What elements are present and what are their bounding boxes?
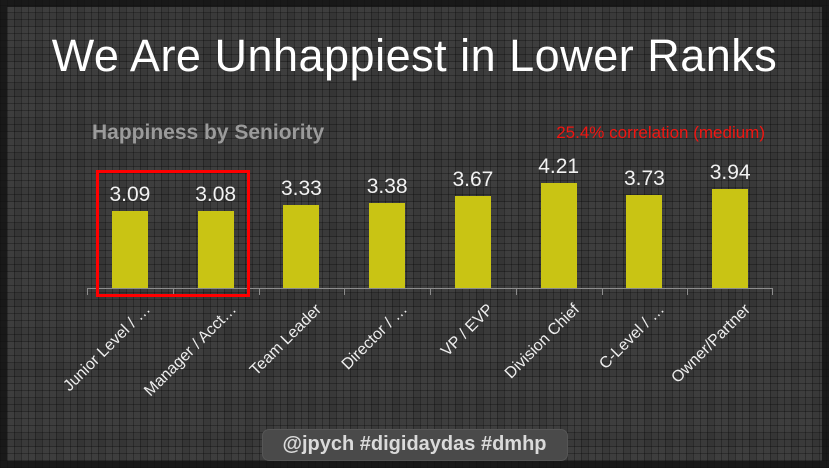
- bar: [197, 211, 234, 288]
- bar-value-label: 3.33: [280, 177, 322, 200]
- axis-tick: [772, 288, 773, 295]
- x-axis-label: VP / EVP: [437, 301, 497, 360]
- bar-value-label: 3.08: [195, 183, 237, 206]
- correlation-annotation: 25.4% correlation (medium): [556, 123, 765, 142]
- bar: [283, 205, 320, 288]
- x-axis-label: Team Leader: [247, 301, 326, 380]
- plot-area: 3.09 Junior Level / … 3.08 Manager / Acct… 3…: [60, 155, 773, 400]
- bar: [454, 196, 491, 288]
- bar-value-label: 3.38: [366, 175, 408, 198]
- axis-tick: [173, 288, 174, 295]
- x-axis-label: Owner/Partner: [668, 301, 755, 387]
- slide-title: We Are Unhappiest in Lower Ranks: [51, 30, 778, 81]
- axis-tick: [259, 288, 260, 295]
- bar-value-label: 3.94: [709, 161, 751, 184]
- bar-value-label: 3.67: [452, 168, 494, 191]
- axis-tick: [87, 288, 88, 295]
- x-axis-label: Division Chief: [501, 301, 583, 383]
- bar: [111, 211, 148, 288]
- x-axis-label: Manager / Acct…: [140, 301, 240, 400]
- bar: [369, 203, 406, 288]
- bar: [712, 189, 749, 288]
- x-axis-label: Junior Level / …: [60, 301, 154, 395]
- bar-value-label: 4.21: [538, 155, 580, 178]
- axis-tick: [602, 288, 603, 295]
- x-axis-label: C-Level / …: [596, 301, 669, 373]
- axis-tick: [430, 288, 431, 295]
- x-axis-label: Director / …: [338, 301, 412, 374]
- bar-value-label: 3.73: [623, 167, 665, 190]
- bar-value-label: 3.09: [109, 183, 151, 206]
- axis-tick: [687, 288, 688, 295]
- axis-tick: [516, 288, 517, 295]
- axis-tick: [344, 288, 345, 295]
- bar: [540, 183, 577, 288]
- footer-hashtags: @jpych #digidaydas #dmhp: [261, 429, 568, 461]
- chart-subtitle: Happiness by Seniority: [92, 121, 325, 144]
- bar: [626, 195, 663, 288]
